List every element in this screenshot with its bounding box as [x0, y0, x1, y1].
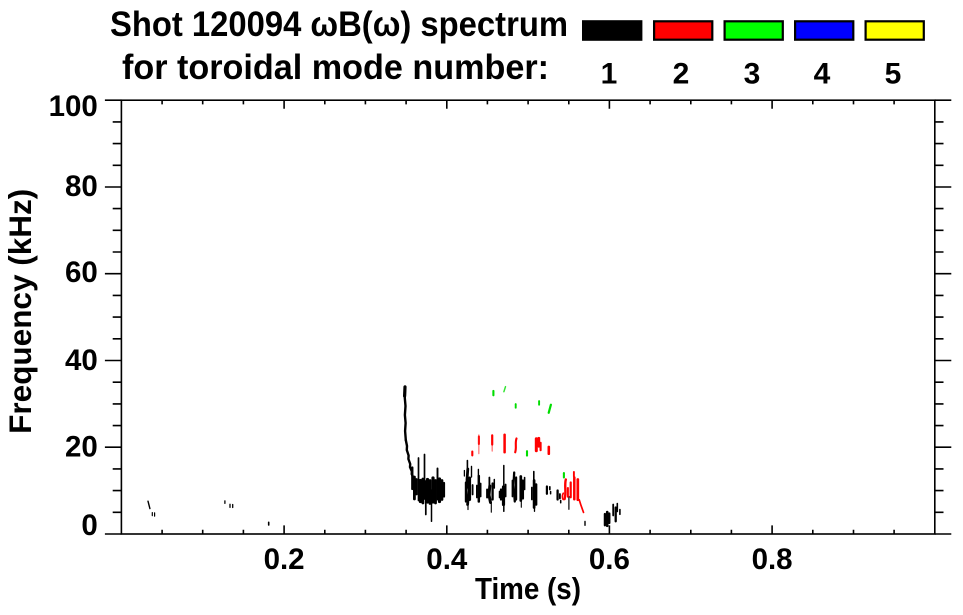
svg-text:100: 100 [49, 90, 98, 123]
svg-text:for toroidal mode number:: for toroidal mode number: [122, 48, 549, 87]
svg-text:Frequency (kHz): Frequency (kHz) [2, 189, 38, 434]
svg-text:2: 2 [673, 58, 690, 91]
svg-text:Shot 120094 ωB(ω) spectrum: Shot 120094 ωB(ω) spectrum [110, 4, 568, 44]
svg-text:1: 1 [601, 58, 618, 91]
svg-text:20: 20 [65, 431, 98, 464]
svg-text:0.4: 0.4 [426, 543, 468, 576]
svg-text:Time (s): Time (s) [475, 571, 581, 606]
svg-text:60: 60 [65, 256, 98, 289]
svg-text:0.6: 0.6 [589, 543, 630, 576]
svg-text:5: 5 [885, 58, 902, 91]
svg-text:0: 0 [81, 509, 97, 542]
svg-text:4: 4 [814, 58, 831, 91]
svg-text:0.2: 0.2 [264, 543, 305, 576]
svg-text:80: 80 [65, 170, 98, 203]
svg-text:3: 3 [744, 58, 761, 91]
svg-text:40: 40 [65, 344, 98, 377]
svg-text:0.8: 0.8 [752, 543, 793, 576]
